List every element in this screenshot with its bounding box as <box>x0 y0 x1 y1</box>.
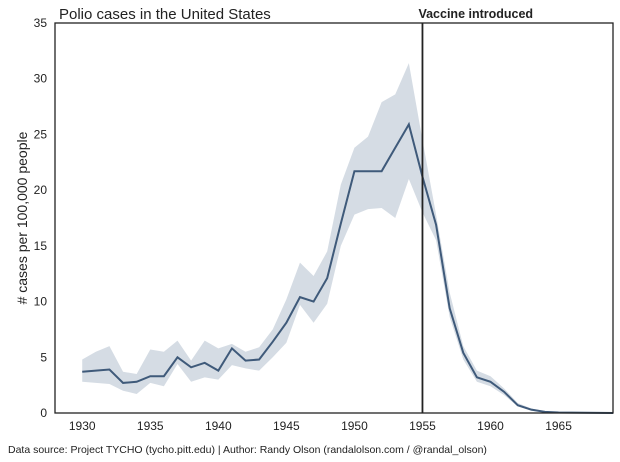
x-tick-label: 1965 <box>545 419 572 433</box>
x-tick-label: 1960 <box>477 419 504 433</box>
y-tick-label: 30 <box>34 72 48 86</box>
y-axis-label: # cases per 100,000 people <box>14 131 30 304</box>
y-tick-label: 15 <box>34 239 48 253</box>
vaccine-annotation: Vaccine introduced <box>418 7 533 21</box>
y-tick-label: 10 <box>34 295 48 309</box>
y-tick-label: 20 <box>34 183 48 197</box>
x-tick-label: 1940 <box>205 419 232 433</box>
series-line <box>82 121 614 414</box>
x-tick-label: 1955 <box>409 419 436 433</box>
y-tick-label: 5 <box>40 350 47 364</box>
confidence-band <box>82 63 614 413</box>
y-tick-label: 25 <box>34 127 48 141</box>
chart-title: Polio cases in the United States <box>59 6 271 23</box>
x-tick-label: 1945 <box>273 419 300 433</box>
y-tick-label: 35 <box>34 16 48 30</box>
x-tick-label: 1935 <box>137 419 164 433</box>
plot-frame <box>54 22 614 414</box>
x-tick-label: 1950 <box>341 419 368 433</box>
footer-source: Data source: Project TYCHO (tycho.pitt.e… <box>8 444 487 456</box>
x-tick-label: 1930 <box>69 419 96 433</box>
y-tick-label: 0 <box>40 406 47 420</box>
